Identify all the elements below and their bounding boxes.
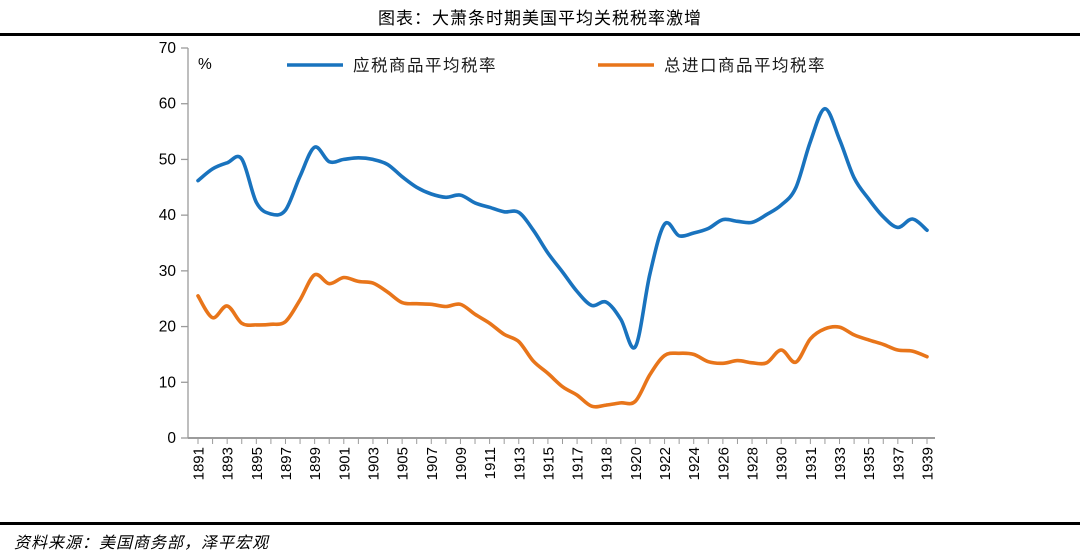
x-tick-label: 1918 [599,447,616,480]
y-tick-label: 70 [159,40,177,57]
x-tick-label: 1899 [307,447,324,480]
x-tick-label: 1939 [920,447,937,480]
x-tick-label: 1893 [220,447,237,480]
top-divider [0,33,1080,36]
x-tick-label: 1905 [395,447,412,480]
x-tick-label: 1911 [482,447,499,479]
x-tick-label: 1901 [336,447,353,480]
x-tick-label: 1926 [715,447,732,480]
tariff-line-chart: 0 10 20 30 40 50 60 70% 1891 1893 1895 1897 1899 1901… [159,40,937,480]
x-tick-label: 1907 [424,447,441,480]
x-tick-label: 1891 [191,447,208,480]
x-tick-label: 1933 [832,447,849,480]
page-title: 图表：大萧条时期美国平均关税税率激增 [378,9,702,28]
x-tick-label: 1937 [890,447,907,480]
legend-label-total-imports: 总进口商品平均税率 [664,56,826,75]
x-tick-label: 1931 [803,447,820,480]
x-tick-label: 1920 [628,447,645,480]
series-line-dutiable-goods [196,106,929,350]
x-tick-label: 1935 [861,447,878,480]
y-tick-label: 10 [159,374,177,391]
x-tick-label: 1909 [453,447,470,480]
y-tick-label: 0 [167,430,176,447]
x-tick-label: 1903 [365,447,382,480]
source-note: 资料来源：美国商务部，泽平宏观 [14,534,270,552]
y-axis-unit-label: % [198,56,212,73]
x-tick-label: 1928 [745,447,762,480]
x-tick-label: 1930 [774,447,791,480]
y-tick-label: 50 [159,151,177,168]
x-tick-label: 1897 [278,447,295,480]
bottom-divider [0,522,1080,525]
x-tick-label: 1913 [511,447,528,480]
y-tick-label: 60 [159,96,177,113]
y-tick-label: 40 [159,207,177,224]
x-tick-label: 1895 [249,447,266,480]
x-tick-label: 1922 [657,447,674,480]
y-tick-label: 30 [159,263,177,280]
x-tick-label: 1915 [540,447,557,480]
x-tick-label: 1924 [686,447,703,480]
legend-label-dutiable-goods: 应税商品平均税率 [353,56,497,75]
x-tick-label: 1917 [570,447,587,480]
series-line-total-imports [196,272,929,409]
y-tick-label: 20 [159,319,177,336]
